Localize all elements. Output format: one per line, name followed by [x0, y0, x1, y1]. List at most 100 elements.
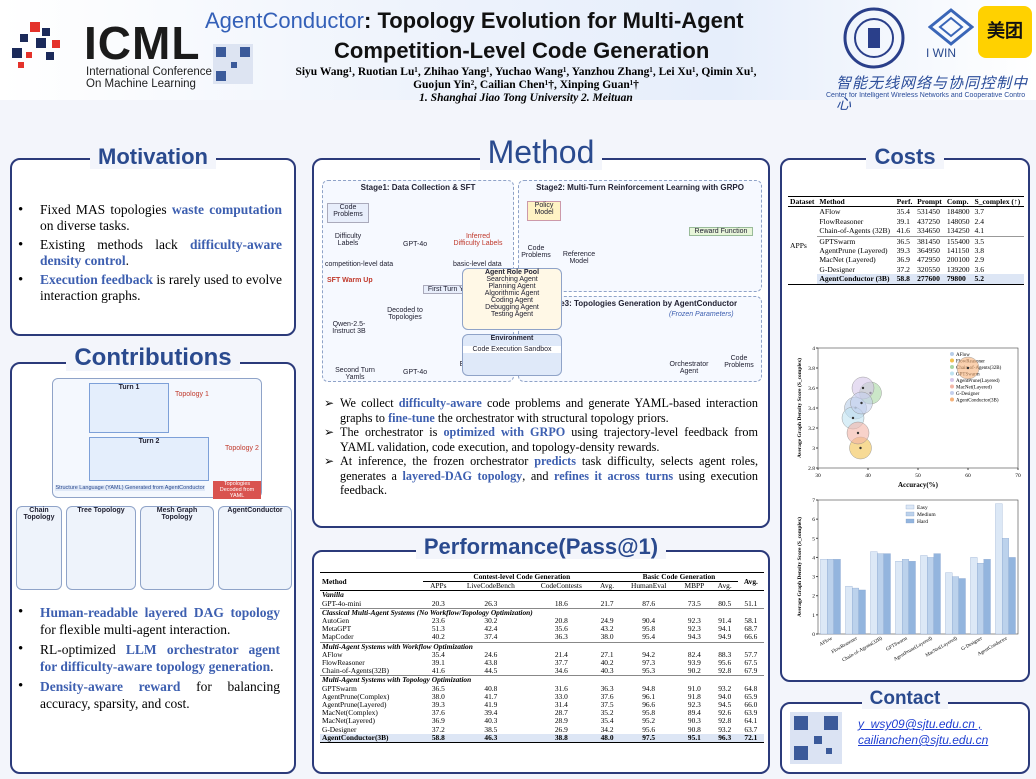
value-cell: 66.0	[744, 700, 758, 710]
method-cell: FlowReasoner	[322, 658, 365, 668]
bar	[970, 557, 978, 635]
cell: 134250	[946, 226, 970, 236]
value-cell: 35.4	[600, 716, 614, 726]
y-tick-label: 2	[812, 594, 815, 600]
value-cell: 21.7	[600, 598, 614, 608]
bar	[927, 557, 934, 635]
cell: 139200	[946, 264, 970, 274]
costs-table: Dataset Method Perf. Prompt Comp. S_complex (…	[788, 196, 1024, 285]
cell: 141150	[946, 246, 970, 256]
environment: Environment Code Execution Sandbox	[462, 334, 562, 376]
node: SFT Warm Up	[327, 277, 373, 284]
value-cell: 18.6	[554, 598, 568, 608]
dataset-cell: APPs	[790, 240, 807, 250]
label: Chain Topology	[23, 507, 55, 521]
value-cell: 51.3	[431, 624, 445, 634]
bullet: Human-readable layered DAG topology for …	[18, 604, 280, 638]
column-header: Avg.	[717, 581, 732, 591]
table-row: AFlow 35.4 24.6 21.4 27.1 94.2 82.4 88.3 57.7	[320, 649, 764, 659]
bubble-center	[851, 416, 855, 420]
email[interactable]: y_wsy09@sjtu.edu.cn ,	[858, 717, 982, 731]
text: At inference, the frozen orchestrator	[340, 454, 535, 468]
y-tick-label: 1	[812, 613, 815, 619]
cell: 37.2	[896, 264, 910, 274]
value-cell: 92.3	[687, 624, 701, 634]
value-cell: 95.8	[642, 624, 656, 634]
cell: AgentConductor (3B)	[819, 274, 890, 284]
cell: Chain-of-Agents (32B)	[819, 226, 891, 236]
section-title: Contributions	[10, 344, 296, 372]
table-row: GPT-4o-mini 20.3 26.3 18.6 21.7 87.6 73.5 80.5 5…	[320, 598, 764, 609]
node: Second Turn Yamls	[335, 367, 375, 381]
stage-title: Stage1: Data Collection & SFT	[360, 183, 476, 192]
table-row: MacNet (Layered) 36.9 472950 200100 2.9	[788, 255, 1024, 264]
value-cell: 28.9	[554, 716, 568, 726]
value-cell: 90.4	[642, 616, 656, 626]
x-tick-label: 40	[865, 473, 871, 479]
legend-label: AFlow	[956, 353, 970, 358]
bullet: We collect difficulty-aware code problem…	[324, 396, 758, 425]
label: Turn 1	[118, 384, 140, 391]
value-cell: 34.6	[554, 666, 568, 676]
value-cell: 37.2	[431, 724, 445, 734]
email[interactable]: cailianchen@sjtu.edu.cn	[858, 733, 989, 747]
group-row: Vanilla	[320, 590, 764, 600]
cell: 2.9	[974, 255, 985, 265]
role: Debugging Agent	[485, 304, 539, 311]
text: using execution feedback.	[340, 468, 758, 498]
legend-swatch	[950, 352, 954, 356]
legend-label: G-Designer	[956, 392, 980, 397]
legend-swatch	[950, 391, 954, 395]
value-cell: 92.8	[718, 716, 732, 726]
value-cell: 27.1	[600, 649, 614, 659]
node: GPT-4o	[403, 369, 428, 376]
value-cell: 95.2	[642, 716, 656, 726]
highlight: Human-readable layered DAG topology	[40, 605, 280, 620]
table-row: Chain-of-Agents (32B) 41.6 334650 134250 4.1	[788, 226, 1024, 236]
icml-logo: ICML	[84, 17, 201, 69]
bullet: Execution feedback is rarely used to evo…	[18, 272, 282, 304]
role: Coding Agent	[490, 297, 534, 304]
value-cell: 67.5	[744, 658, 758, 668]
cell: 39.1	[896, 216, 910, 226]
table-row: MapCoder 40.2 37.4 36.3 38.0 95.4 94.3 94.9 66.6	[320, 633, 764, 642]
label: Topology 1	[175, 391, 209, 398]
legend-label: Hard	[917, 519, 928, 525]
cell: 381450	[917, 236, 940, 246]
value-cell: 95.6	[642, 724, 656, 734]
text: task difficulty, selects agent roles, ge…	[340, 454, 758, 483]
bar	[920, 555, 928, 635]
column-header: MBPP	[684, 581, 705, 591]
cell: 320550	[917, 264, 940, 274]
node: (Frozen Parameters)	[669, 311, 734, 318]
node: competition-level data	[325, 261, 394, 268]
cell: 39.3	[896, 246, 910, 256]
center-en: Center for Intelligent Wireless Networks…	[826, 92, 1026, 99]
value-cell: 43.2	[600, 624, 614, 634]
y-tick-label: 5	[812, 536, 815, 542]
x-tick-label: AFlow	[819, 636, 834, 647]
costs-box: Dataset Method Perf. Prompt Comp. S_complex (…	[780, 158, 1030, 682]
node: Decoded to Topologies	[387, 307, 423, 321]
table-row: G-Designer 37.2 38.5 26.9 34.2 95.6 90.8 93.2 63…	[320, 724, 764, 734]
value-cell: 94.1	[718, 624, 732, 634]
legend-swatch	[950, 384, 954, 389]
label: Topology 2	[225, 445, 259, 452]
text: code problems and generate YAML-based in…	[340, 396, 758, 425]
value-cell: 39.3	[431, 700, 445, 710]
table-row: MetaGPT 51.3 42.4 35.6 43.2 95.8 92.3 94.1 68.7	[320, 625, 764, 633]
value-cell: 39.4	[484, 708, 498, 718]
value-cell: 35.4	[431, 649, 445, 659]
value-cell: 97.3	[642, 658, 656, 668]
value-cell: 44.5	[484, 666, 498, 676]
y-axis-label: Average Graph Density Score (S_complex)	[796, 358, 803, 458]
title-text: Contributions	[66, 344, 240, 371]
highlight: difficulty-aware	[398, 396, 482, 410]
column-header: Method	[819, 197, 845, 206]
plot-frame	[817, 499, 1019, 635]
group-header: Basic Code Generation	[620, 572, 738, 583]
value-cell: 94.9	[718, 632, 732, 642]
value-cell: 20.3	[431, 598, 445, 608]
title-text: Method	[479, 134, 603, 170]
